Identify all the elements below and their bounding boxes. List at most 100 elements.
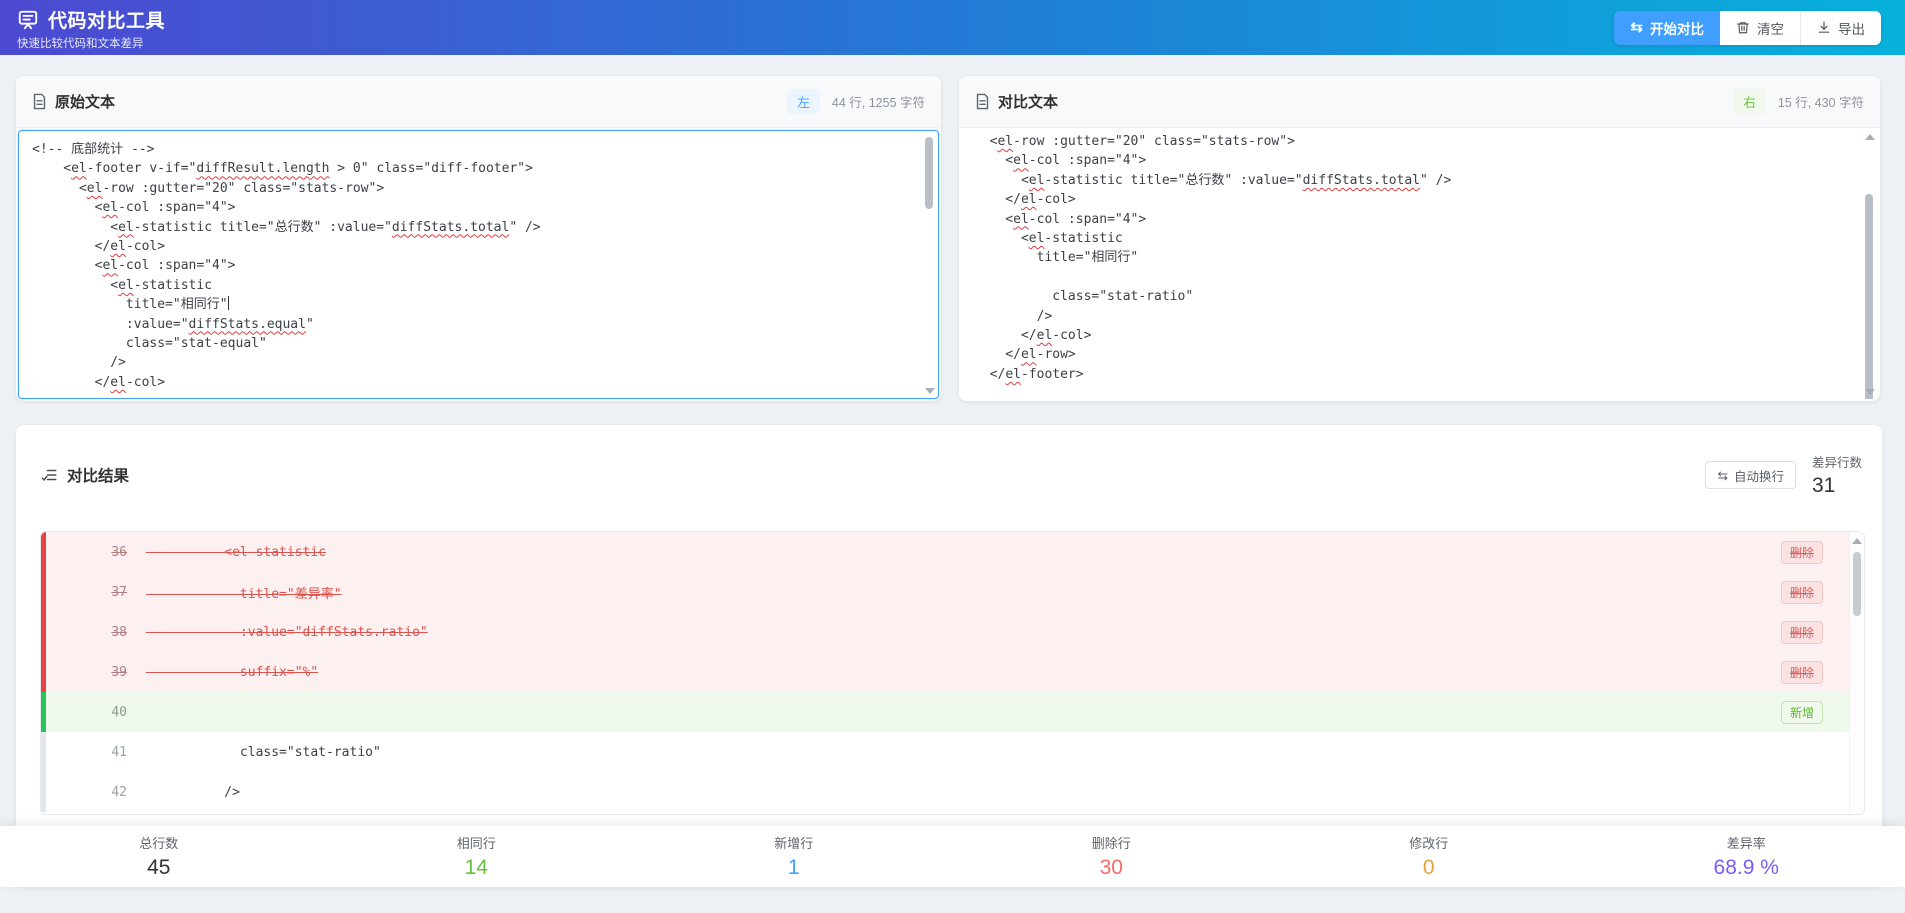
code-line: <el-statistic title="总行数" :value="diffSt… (974, 172, 1452, 188)
code-line: class="stat-equal" (32, 336, 267, 352)
right-side-badge: 右 (1733, 89, 1766, 114)
code-line: :value="diffStats.equal" (32, 316, 314, 332)
diff-lines-container: 36 <el-statistic 删除 37 title="差异率" 删除 38 :va… (40, 531, 1865, 815)
delete-badge: 删除 (1780, 540, 1823, 564)
auto-wrap-label: 自动换行 (1733, 469, 1784, 484)
diff-line-text: title="差异率" (146, 586, 342, 602)
code-line: <!-- 底部统计 --> (32, 142, 155, 157)
app-header: 代码对比工具 快速比较代码和文本差异 ⇆ 开始对比 清空 (0, 0, 1905, 55)
stat-label: 差异率 (1726, 836, 1766, 851)
code-line: <el-row :gutter="20" class="stats-row"> (974, 134, 1295, 149)
footer-stat: 新增行 1 (635, 833, 953, 880)
delete-badge: 删除 (1780, 660, 1823, 684)
delete-badge: 删除 (1780, 580, 1823, 604)
compare-text-input[interactable]: <el-row :gutter="20" class="stats-row"> … (961, 130, 1878, 399)
diff-line-text: <el-statistic (146, 544, 327, 560)
code-line: <el-row :gutter="20" class="stats-row"> (32, 180, 385, 196)
diff-scrollbar[interactable] (1849, 532, 1864, 814)
stat-label: 新增行 (774, 836, 814, 851)
diff-line-number: 38 (111, 624, 127, 640)
stat-label: 总行数 (139, 836, 179, 851)
left-char-count: 44 行, 1255 字符 (831, 96, 925, 110)
footer-stat: 删除行 30 (953, 833, 1271, 880)
compare-panel-header: 对比文本 右 15 行, 430 字符 (959, 76, 1880, 128)
diff-line-number: 41 (111, 744, 127, 760)
code-line: class="stat-ratio" (974, 289, 1194, 305)
footer-stat: 相同行 14 (318, 833, 636, 880)
scroll-down-icon[interactable] (925, 388, 935, 394)
stat-value: 30 (1099, 856, 1123, 879)
code-line: </el-row> (974, 347, 1076, 363)
diff-line-number: 36 (111, 544, 127, 560)
clear-button[interactable]: 清空 (1720, 10, 1800, 45)
scroll-down-icon[interactable] (1865, 389, 1875, 395)
diff-row: 41 class="stat-ratio" (41, 732, 1849, 772)
diff-row: 38 :value="diffStats.ratio" 删除 (41, 612, 1849, 652)
right-char-count: 15 行, 430 字符 (1777, 96, 1864, 110)
diff-type-bar (41, 692, 46, 732)
code-line: /> (974, 308, 1053, 324)
diff-type-bar (41, 732, 46, 772)
export-label: 导出 (1838, 21, 1865, 37)
original-scrollbar[interactable] (923, 133, 936, 396)
diff-type-bar (41, 572, 46, 612)
auto-wrap-button[interactable]: ⇆ 自动换行 (1705, 461, 1796, 489)
stat-value: 1 (787, 856, 800, 879)
start-compare-button[interactable]: ⇆ 开始对比 (1614, 10, 1720, 45)
code-line: </el-footer> (974, 366, 1084, 382)
code-line: title="相同行" (974, 250, 1139, 266)
original-text-panel: 原始文本 左 44 行, 1255 字符 <!-- 底部统计 --> <el-f… (16, 76, 941, 401)
scroll-up-icon[interactable] (1852, 538, 1862, 544)
diff-result-panel: 对比结果 ⇆ 自动换行 差异行数 31 36 <el-statistic 删除 37… (16, 425, 1882, 887)
code-line: <el-col :span="4"> (32, 258, 236, 274)
compare-text-panel: 对比文本 右 15 行, 430 字符 <el-row :gutter="20"… (959, 76, 1880, 401)
diff-line-text: suffix="%" (146, 664, 319, 680)
header-actions: ⇆ 开始对比 清空 导出 (1614, 10, 1881, 45)
diff-type-bar (41, 612, 46, 652)
diff-count-stat: 差异行数 31 (1812, 452, 1862, 498)
diff-row: 40 新增 (41, 692, 1849, 732)
diff-line-number: 39 (111, 664, 127, 680)
scroll-up-icon[interactable] (1865, 134, 1875, 140)
code-line: <el-statistic title="总行数" :value="diffSt… (32, 219, 541, 235)
delete-badge: 删除 (1780, 620, 1823, 644)
export-button[interactable]: 导出 (1800, 10, 1881, 45)
code-line: ​ (974, 268, 1858, 287)
original-panel-title: 原始文本 (55, 94, 116, 111)
diff-type-bar (41, 652, 46, 692)
diff-row: 42 /> (41, 772, 1849, 812)
code-line: title="相同行" (32, 296, 229, 313)
stat-label: 相同行 (456, 836, 496, 851)
footer-stat: 总行数 45 (0, 833, 318, 880)
stat-label: 修改行 (1409, 836, 1449, 851)
app-subtitle: 快速比较代码和文本差异 (17, 38, 144, 50)
footer-stat: 修改行 0 (1270, 833, 1588, 880)
app-logo-icon (17, 9, 39, 31)
diff-count-label: 差异行数 (1811, 456, 1862, 470)
diff-row: 39 suffix="%" 删除 (41, 652, 1849, 692)
diff-result-header: 对比结果 ⇆ 自动换行 差异行数 31 (40, 425, 1862, 525)
diff-line-text: /> (146, 784, 240, 800)
original-panel-header: 原始文本 左 44 行, 1255 字符 (16, 76, 941, 128)
code-line: </el-col> (974, 192, 1076, 208)
diff-line-number: 42 (111, 784, 127, 800)
stat-label: 删除行 (1091, 836, 1131, 851)
compare-arrows-icon: ⇆ (1630, 19, 1643, 36)
code-line: <el-statistic (974, 231, 1123, 247)
download-icon (1817, 20, 1831, 35)
compare-scrollbar[interactable] (1863, 132, 1876, 399)
statistics-footer: 总行数 45 相同行 14 新增行 1 删除行 30 修改行 0 差异率 68.9 % (0, 826, 1905, 887)
stat-value: 68.9 % (1713, 856, 1779, 879)
list-check-icon (40, 466, 58, 484)
trash-icon (1736, 20, 1750, 35)
code-line: </el-col> (974, 328, 1092, 344)
code-line: <el-footer v-if="diffResult.length > 0" … (32, 161, 533, 177)
diff-line-number: 37 (111, 584, 127, 600)
diff-line-text: :value="diffStats.ratio" (146, 624, 428, 640)
original-text-input[interactable]: <!-- 底部统计 --> <el-footer v-if="diffResul… (18, 130, 939, 399)
diff-line-text: class="stat-ratio" (146, 744, 381, 760)
footer-stat: 差异率 68.9 % (1588, 833, 1905, 880)
start-compare-label: 开始对比 (1650, 21, 1704, 37)
document-icon (32, 93, 47, 110)
